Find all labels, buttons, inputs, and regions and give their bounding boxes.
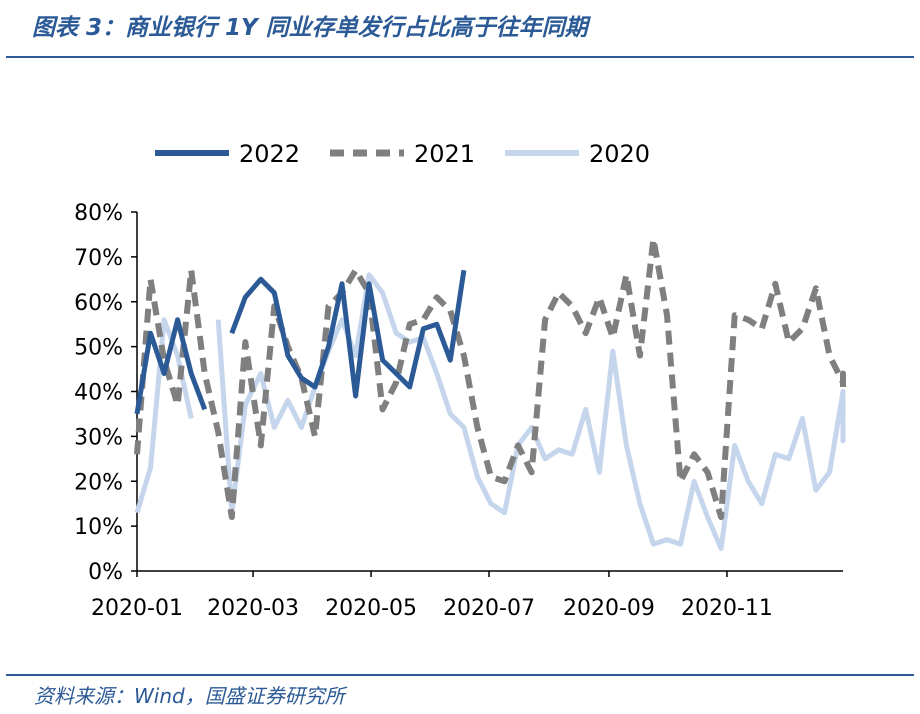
series-line-2022 xyxy=(134,269,467,415)
title-divider xyxy=(6,56,914,58)
source-note: 资料来源：Wind，国盛证券研究所 xyxy=(34,684,345,708)
legend-label-2022: 2022 xyxy=(239,140,300,168)
series-line-2021 xyxy=(134,235,846,521)
x-tick-label: 2020-09 xyxy=(563,596,655,621)
y-tick-label: 80% xyxy=(74,201,123,226)
y-tick-label: 50% xyxy=(74,336,123,361)
legend: 2022 2021 2020 xyxy=(155,140,650,168)
source-divider xyxy=(6,674,914,676)
legend-label-2021: 2021 xyxy=(414,140,475,168)
x-tick-label: 2020-01 xyxy=(91,596,183,621)
y-tick-label: 60% xyxy=(74,291,123,316)
y-tick-label: 10% xyxy=(74,515,123,540)
legend-label-2020: 2020 xyxy=(589,140,650,168)
x-tick-label: 2020-07 xyxy=(443,596,535,621)
series-group xyxy=(134,235,846,552)
y-tick-label: 40% xyxy=(74,381,123,406)
x-tick-label: 2020-03 xyxy=(207,596,299,621)
x-tick-label: 2020-11 xyxy=(681,596,773,621)
y-tick-label: 70% xyxy=(74,246,123,271)
axes: 0% 10% 20% 30% 40% 50% 60% 70% 80% 2020-01 2020-03… xyxy=(74,201,843,621)
y-tick-label: 0% xyxy=(88,560,123,585)
x-tick-label: 2020-05 xyxy=(325,596,417,621)
y-tick-label: 30% xyxy=(74,425,123,450)
y-tick-label: 20% xyxy=(74,470,123,495)
figure-title: 图表 3：商业银行 1Y 同业存单发行占比高于往年同期 xyxy=(32,15,588,41)
